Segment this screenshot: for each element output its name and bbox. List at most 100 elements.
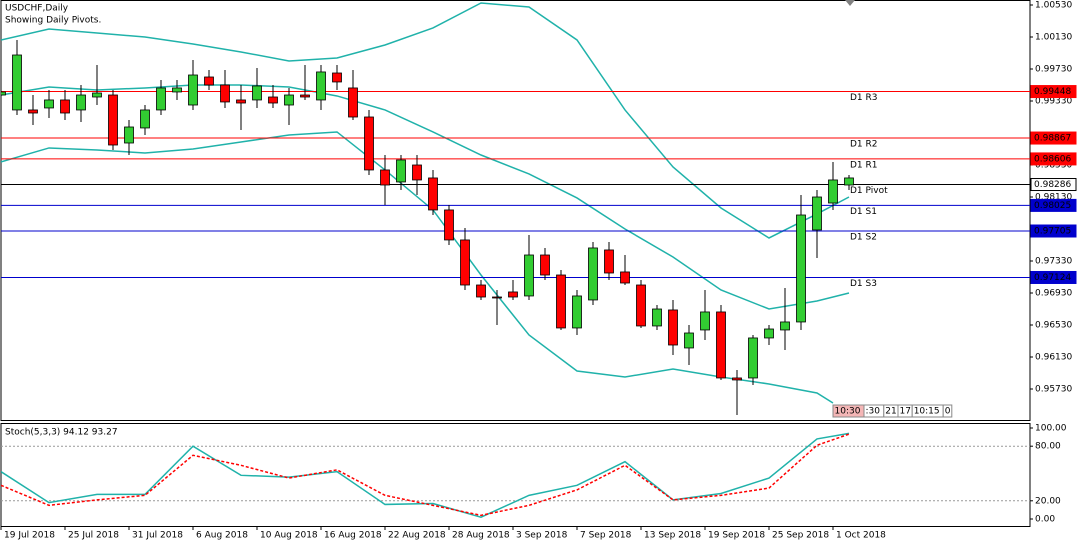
time-box: [942, 404, 953, 418]
candle-body: [60, 99, 70, 114]
y-tick-label: 0.96130: [1035, 353, 1072, 363]
candle-body: [108, 94, 118, 146]
pivot-price-box: [1030, 85, 1077, 99]
pivot-name: D1 R3: [850, 93, 878, 103]
y-tick-label: 0.98530: [1035, 161, 1072, 171]
time-box-label: 17: [900, 407, 911, 417]
pivot-price-box: [1030, 131, 1077, 145]
candle-body: [508, 291, 518, 298]
x-tick-label: 6 Aug 2018: [196, 531, 248, 541]
x-tick-label: 22 Aug 2018: [388, 531, 446, 541]
candle-body: [492, 296, 502, 299]
candle-body: [268, 96, 278, 104]
candle-body: [748, 337, 758, 379]
candle-body: [252, 85, 262, 101]
candle-body: [652, 308, 662, 327]
indicator-frame: [0, 423, 1031, 527]
candle-body: [348, 87, 358, 118]
candle-body: [364, 116, 374, 171]
time-box-label: :30: [866, 407, 881, 417]
y-tick-label: 0.95730: [1035, 385, 1072, 395]
candle-body: [524, 254, 534, 297]
pivot-price-box: [1030, 178, 1077, 192]
x-tick-label: 7 Sep 2018: [580, 531, 632, 541]
candle-body: [556, 274, 566, 329]
x-tick-label: 3 Sep 2018: [516, 531, 568, 541]
y-tick-label: 0.98130: [1035, 193, 1072, 203]
candle-body: [604, 249, 614, 274]
y-tick-label: 1.00130: [1035, 33, 1072, 43]
main-frame: [0, 0, 1031, 421]
x-tick-label: 1 Oct 2018: [836, 531, 886, 541]
indicator-title: Stoch(5,3,3) 94.12 93.27: [5, 428, 118, 438]
y2-tick-label: 20.00: [1035, 496, 1061, 506]
candle-body: [300, 94, 310, 98]
time-box-label: 21: [885, 407, 896, 417]
candle-body: [428, 177, 438, 211]
candle-body: [476, 284, 486, 298]
candle-body: [172, 87, 182, 93]
candle-body: [92, 92, 102, 98]
y-tick-label: 0.96530: [1035, 321, 1072, 331]
candle-body: [332, 72, 342, 83]
pivot-name: D1 S1: [850, 207, 877, 217]
candle-body: [1, 91, 6, 96]
bollinger-band: [1, 84, 850, 310]
stoch-line: [1, 432, 850, 518]
pivot-price-label: 0.97705: [1034, 227, 1071, 237]
pivot-price-box: [1030, 224, 1077, 238]
y-tick-label: 0.96930: [1035, 289, 1072, 299]
pivot-price-label: 0.97124: [1034, 273, 1071, 283]
candle-body: [796, 214, 806, 323]
candle-body: [444, 209, 454, 241]
candle-body: [540, 254, 550, 276]
y-tick-label: 0.99730: [1035, 65, 1072, 75]
candle-body: [220, 84, 230, 103]
candle-body: [620, 271, 630, 284]
candle-body: [700, 311, 710, 331]
y-tick-label: 1.00530: [1035, 1, 1072, 11]
candle-body: [28, 109, 38, 114]
candle-body: [828, 179, 838, 204]
candle-body: [764, 328, 774, 339]
chart-title: USDCHF,Daily: [5, 4, 69, 14]
candle-body: [204, 76, 214, 86]
y-tick-label: 0.97330: [1035, 257, 1072, 267]
candle-body: [780, 321, 790, 331]
candle-body: [140, 109, 150, 129]
candle-body: [732, 377, 742, 381]
candle-body: [380, 169, 390, 186]
candle-body: [572, 295, 582, 329]
candle-body: [156, 87, 166, 111]
x-tick-label: 31 Jul 2018: [132, 531, 183, 541]
candle-body: [12, 54, 22, 111]
candle-body: [188, 74, 198, 106]
x-tick-label: 13 Sep 2018: [644, 531, 701, 541]
candle-body: [76, 94, 86, 111]
pivot-price-box: [1030, 198, 1077, 212]
time-box-label: 10:30: [835, 407, 861, 417]
pivot-name: D1 R1: [850, 160, 878, 170]
candle-body: [636, 284, 646, 327]
candle-body: [44, 99, 54, 109]
y2-tick-label: 80.00: [1035, 442, 1061, 452]
pivot-price-label: 0.99448: [1034, 87, 1071, 97]
bollinger-band: [1, 2, 850, 239]
candle-body: [460, 239, 470, 286]
stoch-line: [1, 433, 850, 517]
chart-subtitle: Showing Daily Pivots.: [5, 16, 101, 26]
x-tick-label: 19 Sep 2018: [708, 531, 765, 541]
pivot-price-label: 0.98867: [1034, 134, 1071, 144]
pivot-name: D1 S3: [850, 279, 877, 289]
pivot-price-box: [1030, 270, 1077, 284]
candle-body: [684, 332, 694, 349]
pivot-price-label: 0.98025: [1034, 201, 1071, 211]
pivot-name: D1 R2: [850, 140, 878, 150]
axes: 1.00530 1.00130 0.99730 0.99330 0.98530 0.981…: [0, 1, 1077, 541]
candle-body: [396, 159, 406, 183]
y-tick-label: 0.99330: [1035, 97, 1072, 107]
main-plot: D1 R3 D1 R2 D1 R1 D1 Pivot D1 S1 D1 S2 D1 S3 10…: [1, 2, 1030, 418]
pivot-price-label: 0.98286: [1034, 180, 1071, 190]
x-tick-label: 16 Aug 2018: [324, 531, 382, 541]
